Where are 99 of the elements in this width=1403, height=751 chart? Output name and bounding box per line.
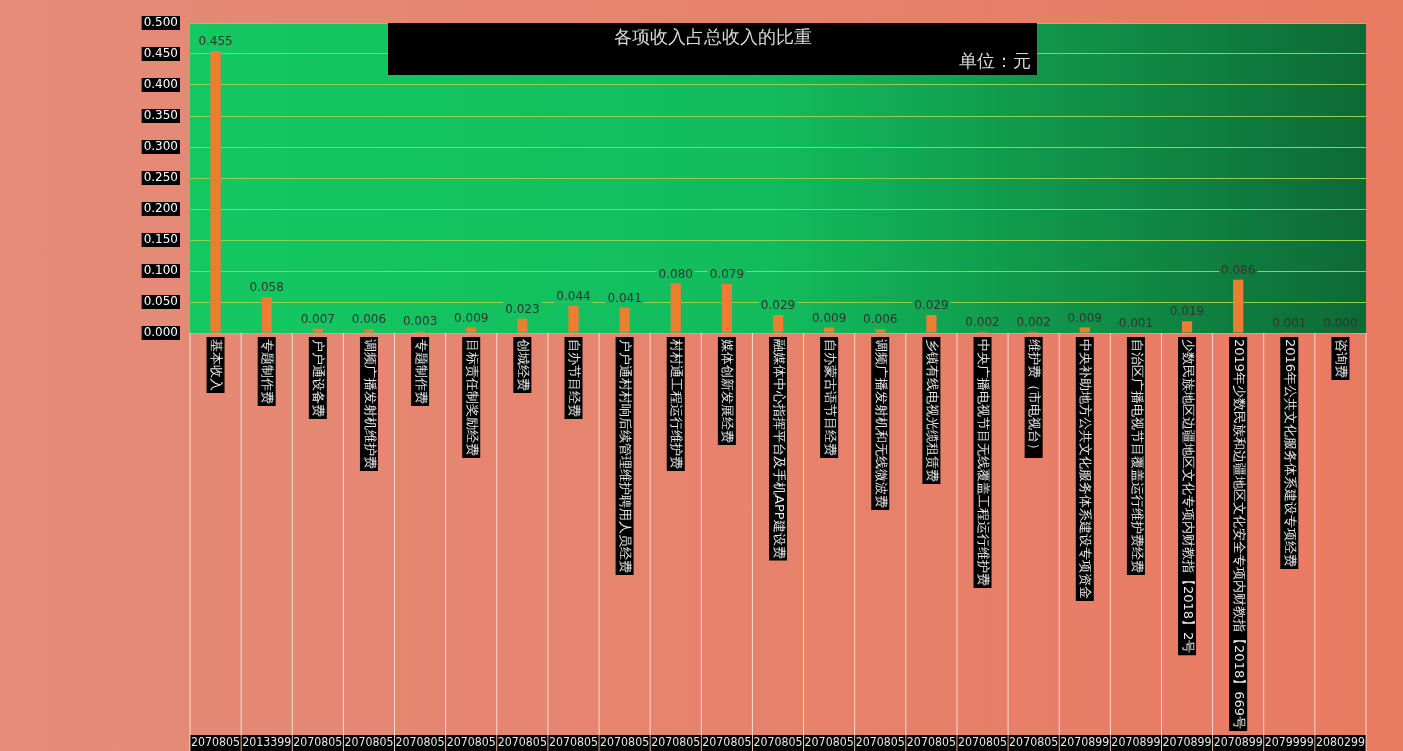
y-tick-label: 0.400 (143, 77, 178, 92)
category-label: 2070805 (395, 734, 445, 750)
y-tick-label: 0.450 (143, 46, 178, 61)
data-label: 0.009 (454, 310, 489, 325)
category-label: 2070805 (293, 734, 343, 750)
data-label: 0.006 (351, 312, 387, 327)
data-label: 0.002 (965, 314, 1000, 329)
bar (568, 305, 579, 333)
category-label: 2070805 (497, 734, 547, 750)
category-label: 2070899 (1111, 734, 1161, 750)
category-label: 调频广播发射机和无线微波费 (873, 339, 889, 508)
category-label: 维护费（市电视台） (1027, 339, 1043, 456)
category-label: 2080299 (1315, 734, 1365, 750)
category-label: 专题制作费 (260, 339, 276, 404)
category-label: 户户通设备费 (311, 339, 327, 417)
category-label: 2019年少数民族和边疆地区文化安全专项内财教指【2018】669号 (1231, 339, 1247, 729)
y-tick-label: 0.250 (143, 170, 178, 185)
data-label: 0.058 (249, 280, 284, 295)
data-label: 0.001 (1272, 315, 1307, 330)
y-tick-label: 0.350 (143, 108, 178, 123)
category-label: 自办蒙古语节目经费 (822, 339, 838, 456)
bar (261, 297, 272, 333)
category-label: 乡镇有线电视光缆租赁费 (925, 339, 941, 482)
category-label: 2070805 (344, 734, 394, 750)
category-label: 自办节目经费 (567, 339, 583, 417)
bar (466, 327, 477, 333)
y-tick-label: 0.100 (143, 263, 178, 278)
bar (926, 315, 937, 333)
category-label: 专题制作费 (413, 339, 429, 404)
category-label: 2070899 (1060, 734, 1110, 750)
category-label: 基本收入 (209, 339, 225, 391)
category-label: 2070805 (753, 734, 803, 750)
category-label: 调频广播发射机维护费 (362, 339, 378, 469)
bar (824, 327, 835, 333)
data-label: 0.019 (1169, 304, 1205, 319)
category-label: 2070805 (906, 734, 956, 750)
y-tick-label: 0.500 (143, 15, 178, 30)
category-label: 2070805 (548, 734, 599, 750)
data-label: 0.041 (607, 290, 642, 305)
bar (1079, 327, 1090, 333)
category-label: 2070805 (702, 734, 752, 750)
data-label: 0.029 (914, 298, 949, 313)
bar (363, 329, 375, 333)
data-label: 0.000 (1323, 316, 1358, 331)
bar (670, 283, 681, 333)
data-label: 0.006 (863, 312, 898, 327)
y-tick-label: 0.300 (143, 139, 178, 154)
category-label: 2070805 (957, 734, 1008, 750)
data-label: 0.023 (505, 301, 540, 316)
category-label: 村村通工程运行维护费 (669, 339, 685, 469)
bar (1181, 321, 1193, 333)
category-label: 中央补助地方公共文化服务体系建设专项资金 (1078, 339, 1094, 599)
data-label: 0.044 (556, 288, 591, 303)
category-label: 2070899 (1162, 734, 1212, 750)
y-tick-label: 0.200 (143, 201, 178, 216)
y-tick-label: 0.150 (143, 232, 178, 247)
bar (1233, 279, 1244, 333)
y-tick-label: 0.050 (143, 294, 178, 309)
category-label: 2070805 (651, 734, 701, 750)
category-label: 2079999 (1264, 734, 1314, 750)
data-label: 0.009 (1067, 310, 1102, 325)
bar (875, 329, 886, 333)
title-panel: 各项收入占总收入的比重 单位：元 (388, 23, 1037, 75)
y-tick-label: 0.000 (143, 325, 178, 340)
data-label: 0.029 (760, 298, 796, 313)
category-label: 2070805 (804, 734, 854, 750)
category-label: 少数民族地区边疆地区文化专项内财教指【2018】2号 (1180, 339, 1196, 654)
category-label: 2070805 (191, 734, 241, 750)
category-label: 媒体创新发展经费 (720, 339, 736, 443)
chart-title: 各项收入占总收入的比重 (612, 25, 813, 49)
category-label: 2070899 (1213, 734, 1263, 750)
category-label: 户户通村村响后续管理维护聘用人员经费 (618, 339, 634, 573)
bar (517, 318, 528, 333)
category-label: 中央广播电视节目无线覆盖工程运行维护费 (976, 339, 992, 586)
data-label: 0.086 (1220, 262, 1256, 277)
data-label: 0.455 (198, 34, 233, 49)
bar (312, 328, 323, 333)
data-label: 0.080 (658, 266, 693, 281)
category-label: 融媒体中心指挥平台及手机APP建设费 (771, 339, 787, 559)
category-label: 2070805 (1009, 734, 1059, 750)
data-label: 0.009 (811, 310, 847, 325)
category-label: 2070805 (446, 734, 496, 750)
category-label: 2070805 (600, 734, 650, 750)
category-label: 2013399 (242, 734, 292, 750)
category-label: 自治区广播电视节目覆盖运行维护费经费 (1129, 339, 1145, 573)
bar (721, 284, 732, 333)
category-label: 咨询费 (1334, 339, 1350, 378)
data-label: 0.002 (1016, 314, 1051, 329)
bar (210, 50, 221, 333)
data-label: 0.003 (402, 314, 438, 329)
category-label: 目标责任制奖励经费 (464, 339, 480, 456)
category-label: 创城经费 (515, 339, 531, 391)
bar (772, 315, 784, 333)
bar (619, 307, 630, 333)
category-label: 2070805 (855, 734, 905, 750)
data-label: 0.007 (300, 311, 336, 326)
data-label: 0.001 (1118, 315, 1154, 330)
data-label: 0.079 (709, 267, 745, 282)
category-label: 2016年公共文化服务体系建设专项经费 (1282, 339, 1298, 568)
